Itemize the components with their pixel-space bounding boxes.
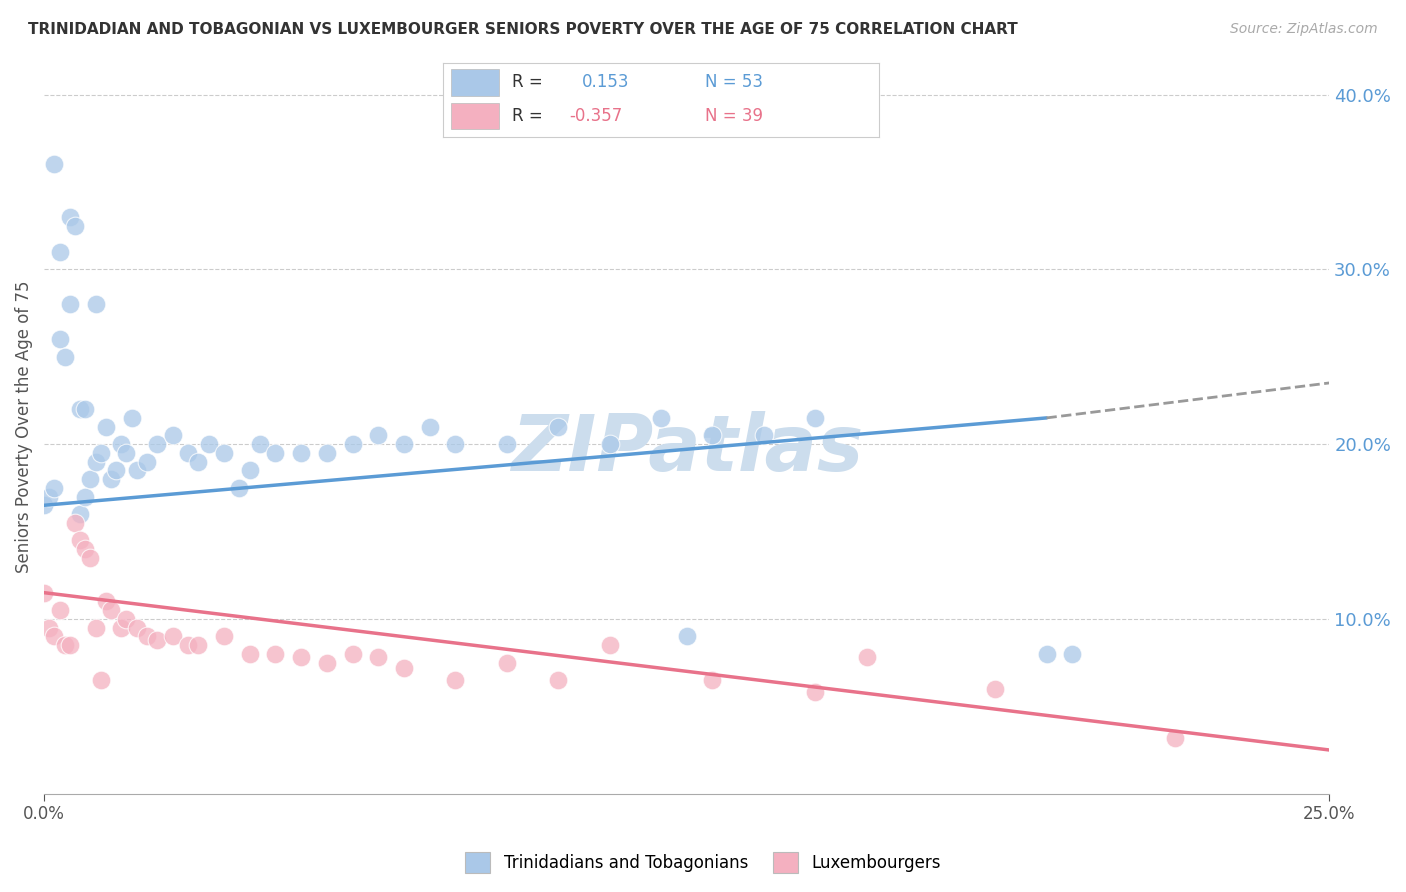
Text: ZIPatlas: ZIPatlas (510, 410, 863, 487)
Point (63, 516, 86, 530)
Point (38, 621, 60, 635)
Point (38, 490, 60, 504)
Point (84, 454, 107, 468)
Point (342, 647, 364, 661)
Point (239, 463, 262, 477)
Point (100, 603, 122, 617)
Point (264, 446, 287, 460)
Legend: Trinidadians and Tobagonians, Luxembourgers: Trinidadians and Tobagonians, Luxembourg… (458, 846, 948, 880)
Point (315, 446, 337, 460)
Point (135, 454, 157, 468)
Text: TRINIDADIAN AND TOBAGONIAN VS LUXEMBOURGER SENIORS POVERTY OVER THE AGE OF 75 CO: TRINIDADIAN AND TOBAGONIAN VS LUXEMBOURG… (28, 22, 1018, 37)
Point (547, 673, 569, 687)
Point (264, 647, 287, 661)
Point (197, 437, 219, 451)
Point (84, 621, 107, 635)
Point (59, 210, 82, 224)
Point (79, 550, 101, 565)
Point (121, 410, 143, 425)
Point (702, 428, 724, 442)
Point (392, 437, 415, 451)
Point (75, 402, 97, 417)
Point (212, 446, 235, 460)
Point (547, 419, 569, 434)
Point (675, 629, 697, 643)
Point (59, 297, 82, 311)
Point (125, 463, 148, 477)
Point (1035, 647, 1057, 661)
Point (79, 472, 101, 486)
Point (177, 446, 200, 460)
Point (162, 629, 184, 643)
Point (53, 350, 76, 364)
Point (44, 481, 66, 495)
Point (495, 656, 517, 670)
Point (342, 437, 364, 451)
Point (69, 402, 91, 417)
Point (115, 612, 138, 626)
Point (419, 419, 441, 434)
Point (146, 437, 169, 451)
Point (1164, 731, 1187, 745)
Point (90, 673, 112, 687)
Point (599, 437, 621, 451)
Point (48, 603, 70, 617)
Point (146, 632, 169, 647)
Point (100, 472, 122, 486)
Point (44, 629, 66, 643)
Point (804, 685, 827, 699)
Point (32, 498, 55, 512)
Point (53, 638, 76, 652)
Point (444, 673, 467, 687)
Point (804, 410, 827, 425)
Point (90, 446, 112, 460)
Point (315, 656, 337, 670)
Point (212, 629, 235, 643)
Point (75, 490, 97, 504)
Point (290, 650, 312, 665)
Point (162, 428, 184, 442)
Point (84, 297, 107, 311)
Point (94, 594, 117, 608)
Point (110, 621, 132, 635)
Point (599, 638, 621, 652)
Point (32, 585, 55, 599)
Point (702, 673, 724, 687)
Point (290, 446, 312, 460)
Point (75, 541, 97, 556)
Point (177, 638, 200, 652)
Point (69, 533, 91, 548)
Point (367, 650, 389, 665)
Point (44, 157, 66, 171)
Point (444, 437, 467, 451)
Point (495, 437, 517, 451)
Point (48, 332, 70, 346)
Point (752, 428, 775, 442)
Point (984, 681, 1007, 696)
Point (115, 446, 138, 460)
Point (650, 410, 672, 425)
Point (249, 437, 271, 451)
Y-axis label: Seniors Poverty Over the Age of 75: Seniors Poverty Over the Age of 75 (15, 280, 32, 573)
Point (59, 638, 82, 652)
Point (63, 219, 86, 233)
Point (48, 244, 70, 259)
Point (110, 437, 132, 451)
Point (1062, 647, 1084, 661)
Point (125, 621, 148, 635)
Point (228, 481, 250, 495)
Point (239, 647, 262, 661)
Point (855, 650, 877, 665)
Point (187, 454, 209, 468)
Text: Source: ZipAtlas.com: Source: ZipAtlas.com (1230, 22, 1378, 37)
Point (94, 419, 117, 434)
Point (392, 661, 415, 675)
Point (69, 507, 91, 521)
Point (367, 428, 389, 442)
Point (187, 638, 209, 652)
Point (135, 629, 157, 643)
Point (105, 463, 128, 477)
